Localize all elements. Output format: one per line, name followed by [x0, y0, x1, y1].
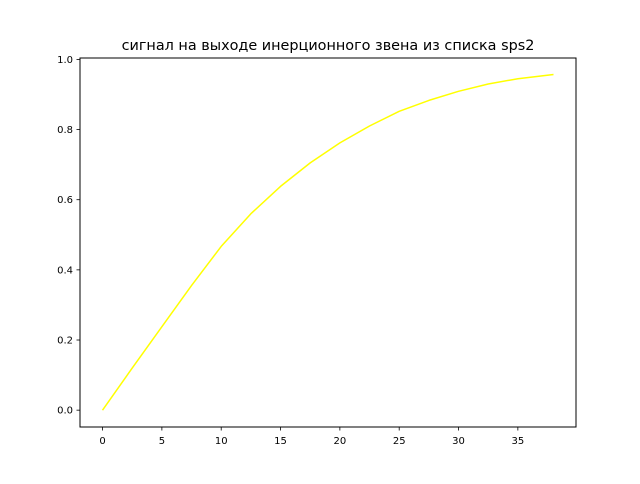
x-tick-label: 5 [159, 436, 165, 447]
x-tick-label: 20 [333, 436, 346, 447]
y-tick-label: 0.4 [57, 265, 73, 276]
axes-frame [79, 57, 577, 428]
x-tick-label: 0 [99, 436, 105, 447]
x-tick-label: 10 [215, 436, 228, 447]
y-tick-label: 1.0 [57, 55, 73, 66]
x-tick-label: 15 [274, 436, 287, 447]
y-tick-label: 0.8 [57, 125, 73, 136]
y-tick-label: 0.2 [57, 336, 73, 347]
plot-area: 0 5 10 15 20 25 30 35 0.0 0.2 0.4 0.6 0.8 1.0 [57, 55, 554, 447]
series-line [101, 73, 554, 411]
y-tick-label: 0.0 [57, 406, 73, 417]
x-tick-label: 30 [452, 436, 465, 447]
chart-title: сигнал на выходе инерционного звена из с… [122, 38, 535, 54]
x-tick-label: 25 [393, 436, 406, 447]
x-tick-label: 35 [511, 436, 524, 447]
y-tick-label: 0.6 [57, 195, 73, 206]
